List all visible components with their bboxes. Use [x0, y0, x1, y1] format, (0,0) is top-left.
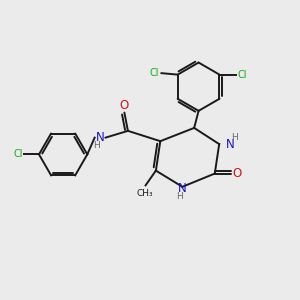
Text: H: H: [94, 141, 100, 150]
Text: CH₃: CH₃: [137, 189, 153, 198]
Text: N: N: [226, 138, 234, 151]
Text: Cl: Cl: [238, 70, 247, 80]
Text: N: N: [178, 182, 187, 195]
Text: O: O: [120, 99, 129, 112]
Text: H: H: [176, 192, 183, 201]
Text: Cl: Cl: [13, 149, 22, 159]
Text: H: H: [232, 133, 238, 142]
Text: O: O: [233, 167, 242, 180]
Text: Cl: Cl: [150, 68, 160, 78]
Text: N: N: [96, 131, 105, 144]
